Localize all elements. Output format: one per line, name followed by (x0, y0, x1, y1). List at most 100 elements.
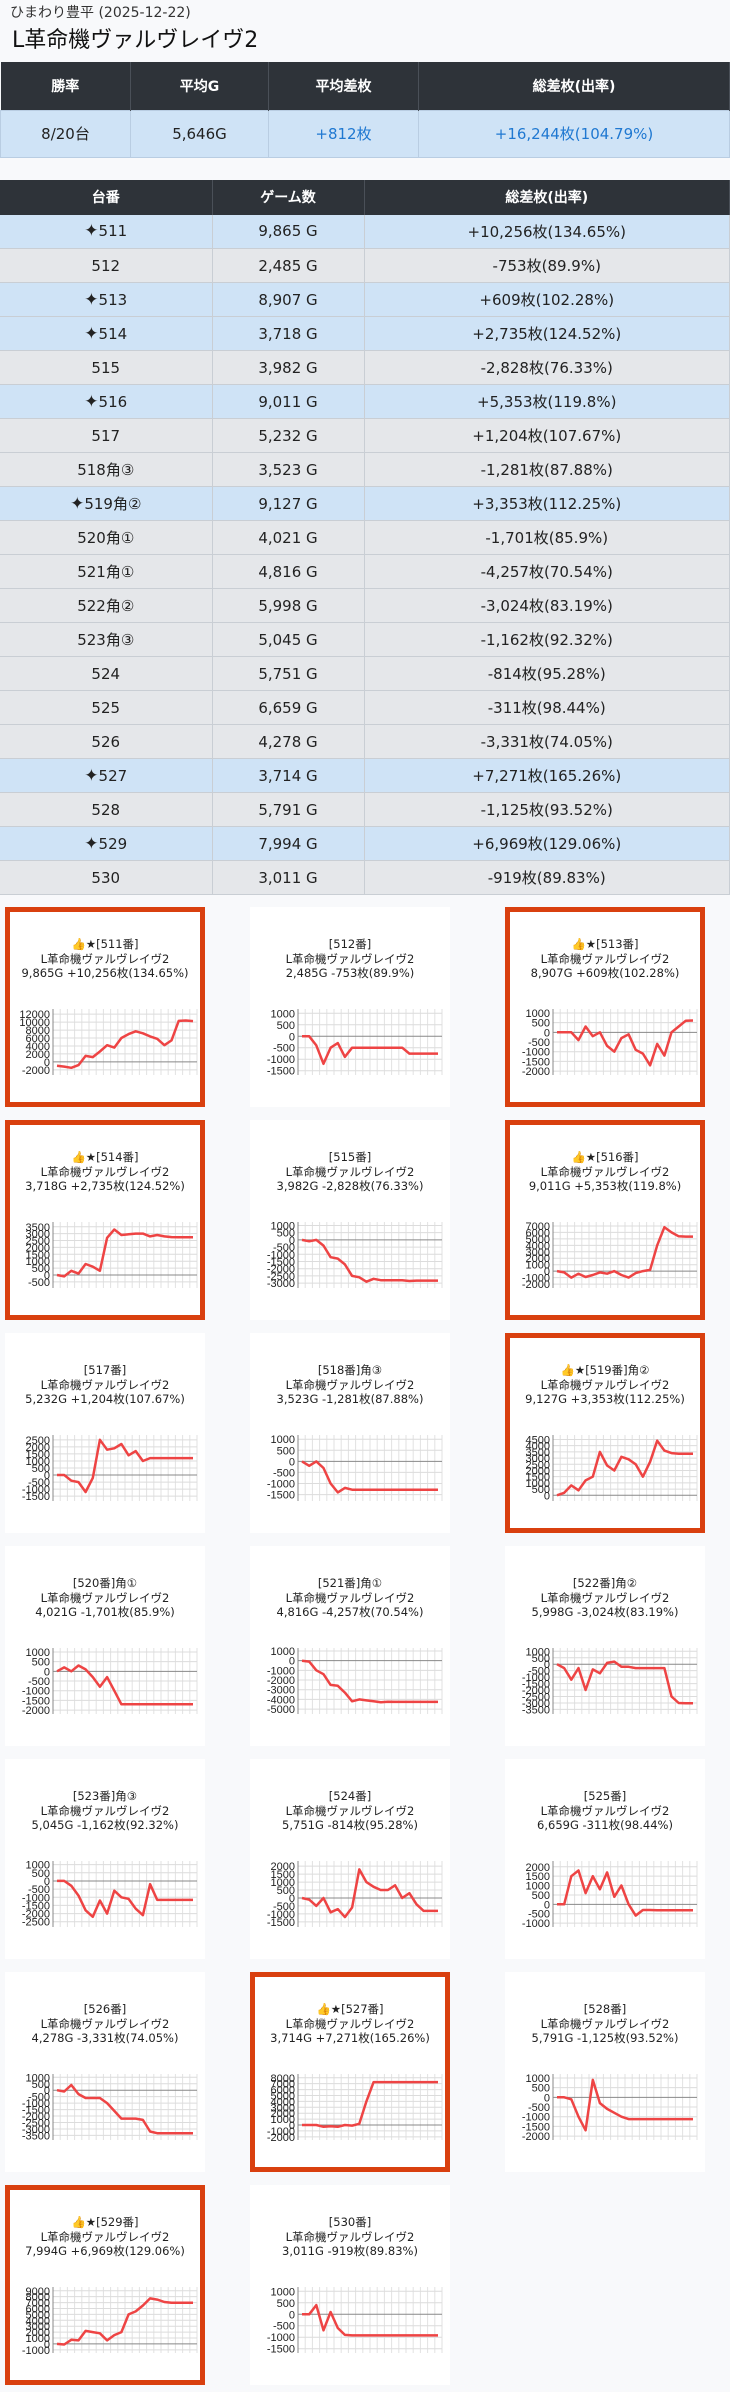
y-tick-label: 2000 (26, 1242, 50, 1254)
chart-title: 👍★[519番]角② L革命機ヴァルヴレイヴ2 9,127G +3,353枚(112… (510, 1363, 700, 1407)
summary-header-avg-games: 平均G (130, 62, 269, 110)
total-diff-cell: -1,162枚(92.32%) (364, 622, 730, 657)
machine-number-cell: 517 (0, 418, 213, 453)
y-tick-label: 2500 (26, 1236, 50, 1248)
chart-card: [522番]角② L革命機ヴァルヴレイヴ2 5,998G -3,024枚(83.19… (505, 1546, 705, 1746)
y-tick-label: 1000 (271, 1220, 295, 1232)
chart-card: 👍★[513番] L革命機ヴァルヴレイヴ2 8,907G +609枚(102.28%… (505, 907, 705, 1107)
chart-title-line: 👍★[516番] (571, 1150, 639, 1164)
total-diff-cell: +6,969枚(129.06%) (364, 826, 730, 861)
y-tick-label: 1000 (526, 1881, 550, 1893)
chart-card: [528番] L革命機ヴァルヴレイヴ2 5,791G -1,125枚(93.52%)… (505, 1972, 705, 2172)
machine-number-cell: ✦513 (0, 282, 213, 317)
machine-number: 516 (98, 392, 128, 411)
y-tick-label: 0 (544, 1659, 550, 1671)
chart-title-line: 7,994G +6,969枚(129.06%) (25, 2244, 185, 2258)
y-tick-label: -500 (28, 2092, 50, 2104)
y-tick-label: 12000 (19, 1009, 50, 1021)
chart-title-line: [522番]角② (572, 1576, 638, 1590)
chart-title-line: L革命機ヴァルヴレイヴ2 (285, 1803, 415, 1818)
chart-title: [522番]角② L革命機ヴァルヴレイヴ2 5,998G -3,024枚(83.19… (505, 1576, 705, 1620)
chart-title: [515番] L革命機ヴァルヴレイヴ2 3,982G -2,828枚(76.33%) (250, 1150, 450, 1194)
sparkle-icon: ✦ (70, 494, 85, 514)
y-tick-label: 2500 (526, 1459, 550, 1471)
chart-title-line: [526番] (83, 2002, 127, 2016)
y-tick-label: -500 (273, 2321, 295, 2333)
y-tick-label: 2000 (526, 1862, 550, 1874)
machine-number: 511 (98, 222, 128, 241)
chart-title-line: 3,982G -2,828枚(76.33%) (276, 1179, 424, 1193)
y-tick-label: -1500 (22, 2105, 50, 2117)
y-tick-label: -1500 (22, 1695, 50, 1707)
chart-title-line: L革命機ヴァルヴレイヴ2 (285, 1164, 415, 1179)
y-tick-label: 0 (44, 1876, 50, 1888)
chart-title-line: [520番]角① (72, 1576, 138, 1590)
machine-number: 523角③ (77, 631, 135, 649)
y-tick-label: 1000 (26, 2333, 50, 2345)
sparkle-icon: ✦ (84, 289, 99, 310)
y-tick-label: 2500 (26, 1435, 50, 1447)
chart-title-line: [525番] (583, 1789, 627, 1803)
y-tick-label: 500 (277, 1020, 295, 1032)
y-tick-label: -2500 (522, 1692, 550, 1704)
total-diff-cell: -3,024枚(83.19%) (364, 588, 730, 623)
y-tick-label: -500 (28, 1277, 50, 1289)
y-tick-label: 500 (532, 1653, 550, 1665)
y-tick-label: 2000 (271, 1861, 295, 1873)
table-row: ✦529 7,994 G +6,969枚(129.06%) (0, 826, 730, 861)
chart-title-line: L革命機ヴァルヴレイヴ2 (40, 1164, 170, 1179)
machine-number: 521角① (77, 563, 135, 581)
table-row: 515 3,982 G -2,828枚(76.33%) (0, 350, 730, 385)
total-diff-cell: -1,701枚(85.9%) (364, 520, 730, 555)
y-tick-label: -3500 (22, 2130, 50, 2142)
total-diff-cell: -3,331枚(74.05%) (364, 724, 730, 759)
chart-title-line: 4,278G -3,331枚(74.05%) (31, 2031, 179, 2045)
y-tick-label: 0 (44, 1270, 50, 1282)
y-tick-label: -1500 (22, 1900, 50, 1912)
y-tick-label: -1000 (22, 1892, 50, 1904)
y-tick-label: 5000 (526, 1234, 550, 1246)
chart-title: 👍★[511番] L革命機ヴァルヴレイヴ2 9,865G +10,256枚(134.… (10, 937, 200, 981)
chart-card: [525番] L革命機ヴァルヴレイヴ2 6,659G -311枚(98.44%) 20… (505, 1759, 705, 1959)
y-tick-label: 0 (289, 1656, 295, 1668)
machine-number-cell: 530 (0, 860, 213, 895)
y-tick-label: 1500 (526, 1472, 550, 1484)
summary-header-total-diff: 総差枚(出率) (418, 62, 730, 110)
y-tick-label: 1000 (271, 1877, 295, 1889)
chart-title: [528番] L革命機ヴァルヴレイヴ2 5,791G -1,125枚(93.52%) (505, 2002, 705, 2046)
machine-number-cell: 522角② (0, 588, 213, 623)
chart-title-line: 4,021G -1,701枚(85.9%) (35, 1605, 175, 1619)
sparkle-icon: ✦ (84, 833, 99, 854)
chart-title-line: L革命機ヴァルヴレイヴ2 (540, 1590, 670, 1605)
chart-title-line: L革命機ヴァルヴレイヴ2 (40, 951, 170, 966)
y-tick-label: 1000 (271, 2114, 295, 2126)
chart-title-line: L革命機ヴァルヴレイヴ2 (540, 2016, 670, 2031)
table-row: 512 2,485 G -753枚(89.9%) (0, 248, 730, 283)
chart-title: [518番]角③ L革命機ヴァルヴレイヴ2 3,523G -1,281枚(87.88… (250, 1363, 450, 1407)
chart-title-line: L革命機ヴァルヴレイヴ2 (40, 1590, 170, 1605)
total-diff-cell: +609枚(102.28%) (364, 282, 730, 317)
chart-title-line: 3,011G -919枚(89.83%) (282, 2244, 418, 2258)
chart-title-line: L革命機ヴァルヴレイヴ2 (540, 1377, 670, 1392)
series-line (556, 1660, 693, 1705)
y-tick-label: 1000 (271, 1646, 295, 1658)
table-row: 521角① 4,816 G -4,257枚(70.54%) (0, 554, 730, 589)
y-tick-label: -2500 (267, 1271, 295, 1283)
chart-title-line: 3,523G -1,281枚(87.88%) (276, 1392, 424, 1406)
y-tick-label: 2000 (26, 2327, 50, 2339)
y-tick-label: 1000 (526, 2073, 550, 2085)
y-tick-label: 3000 (26, 2321, 50, 2333)
chart-card: [530番] L革命機ヴァルヴレイヴ2 3,011G -919枚(89.83%) 10… (250, 2185, 450, 2385)
games-cell: 3,714 G (212, 758, 365, 793)
y-tick-label: 4000 (271, 2096, 295, 2108)
y-tick-label: -1500 (267, 1490, 295, 1502)
y-tick-label: 500 (32, 1868, 50, 1880)
chart-card: [517番] L革命機ヴァルヴレイヴ2 5,232G +1,204枚(107.67%… (5, 1333, 205, 1533)
total-diff-cell: +2,735枚(124.52%) (364, 316, 730, 351)
y-tick-label: -500 (528, 1666, 550, 1678)
y-tick-label: 0 (544, 1266, 550, 1278)
chart-title-line: [517番] (83, 1363, 127, 1377)
y-tick-label: 3000 (26, 1229, 50, 1241)
